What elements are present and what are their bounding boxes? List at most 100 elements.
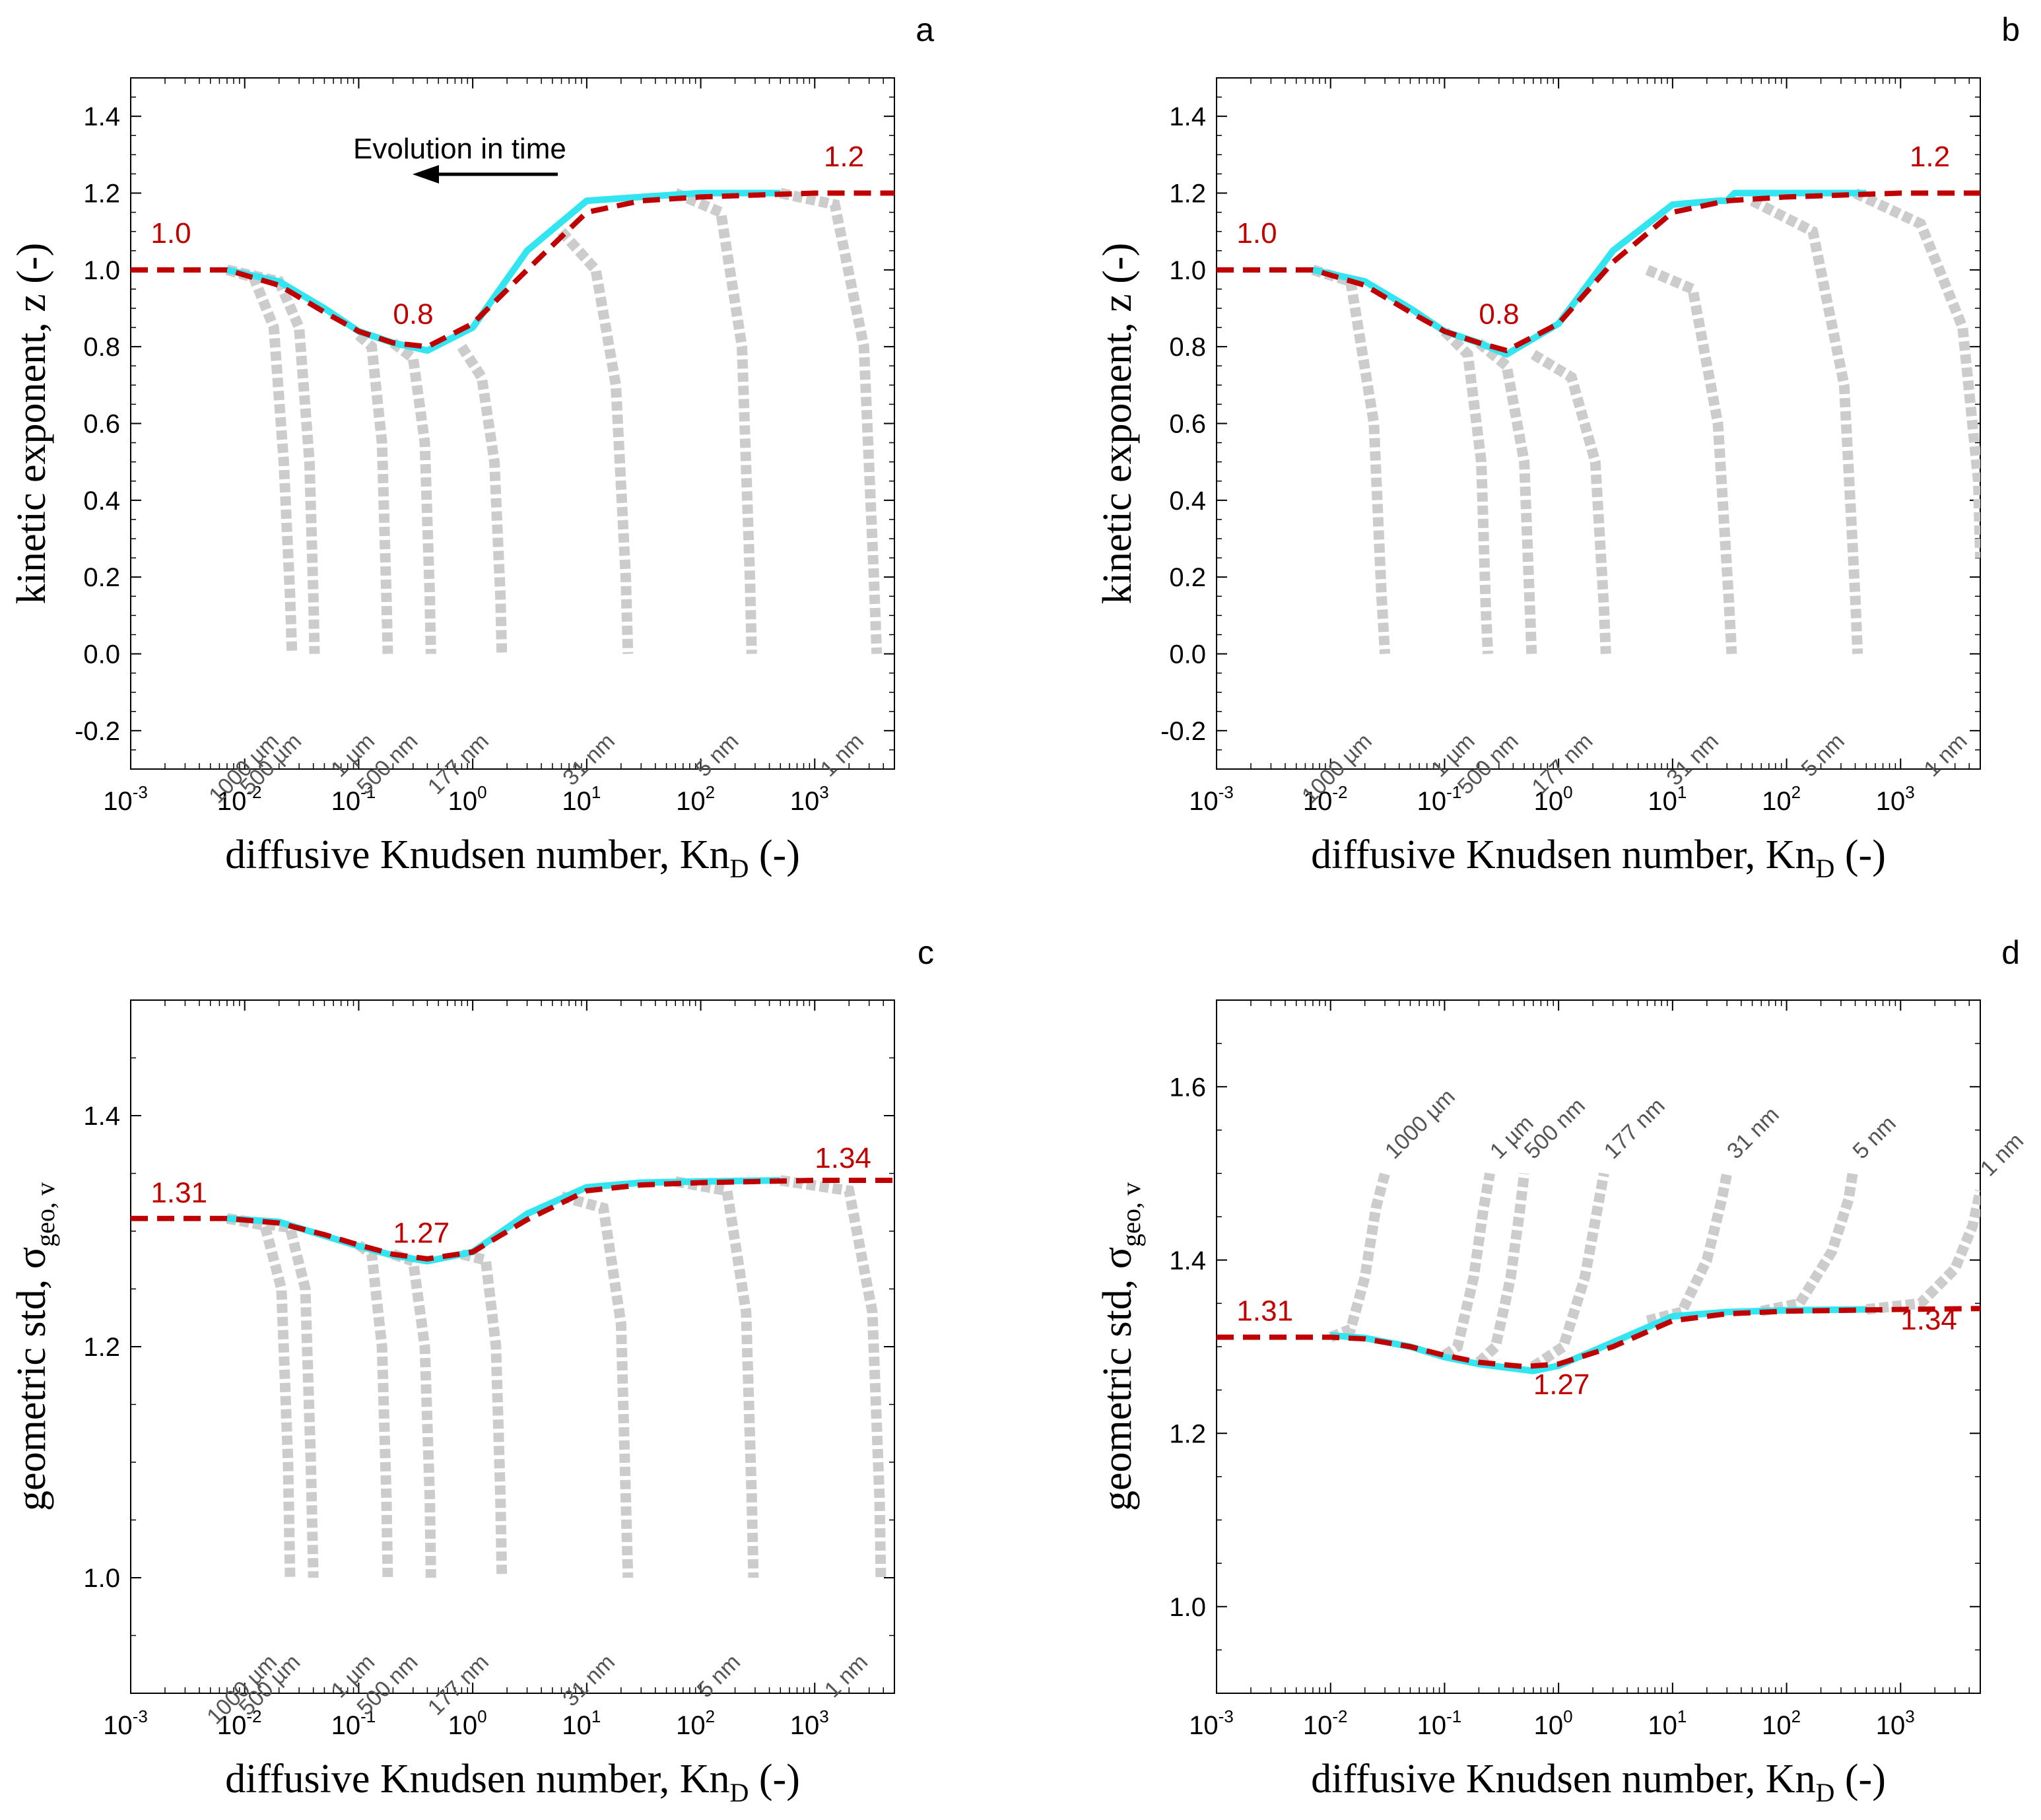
y-tick-label: 1.4	[1169, 1246, 1206, 1275]
plot-frame	[130, 77, 895, 770]
size-label: 31 nm	[1722, 1102, 1784, 1164]
panel-letter: b	[2001, 11, 2020, 48]
size-curve-2	[1475, 339, 1537, 654]
y-tick-label: 0.2	[83, 563, 120, 592]
panel-b: 10-3 10-2 10-1 100 101 102 103 -0.2 0.0 0.2 0.4 0.6…	[1095, 11, 2020, 883]
x-tick-label: 103	[1876, 1706, 1915, 1740]
panel-letter: c	[918, 934, 934, 971]
y-tick-label: 0.2	[1169, 563, 1206, 592]
y-tick-label: 0.8	[1169, 333, 1206, 362]
x-tick-label: 100	[1534, 1706, 1573, 1740]
value-label: 1.27	[393, 1217, 450, 1250]
value-label: 1.0	[1236, 217, 1277, 250]
plot-area	[131, 1175, 894, 1578]
size-curve-5	[560, 1191, 634, 1578]
y-tick-label: 1.2	[83, 1333, 120, 1362]
x-tick-label: 10-2	[217, 782, 262, 816]
size-curve-4	[1646, 1172, 1733, 1326]
size-label: 5 nm	[1848, 1111, 1900, 1164]
value-label: 1.31	[1236, 1295, 1293, 1328]
x-tick-label: 101	[1648, 1706, 1687, 1740]
x-tick-label: 102	[1762, 782, 1801, 816]
value-label: 1.31	[151, 1176, 207, 1209]
size-label: 5 nm	[1797, 729, 1850, 782]
size-label: 177 nm	[1599, 1093, 1670, 1164]
size-curve-1	[1441, 1172, 1496, 1360]
reference-curve	[1217, 190, 1980, 353]
y-tick-label: 1.0	[83, 1564, 120, 1593]
y-tick-label: -0.2	[1160, 717, 1206, 746]
size-curve-0	[1311, 265, 1391, 654]
size-curve-5	[1749, 195, 1863, 654]
panel-a: 10-3 10-2 10-1 100 101 102 103 -0.2 0.0 0.2 0.4 0.6…	[9, 11, 934, 883]
size-curve-6	[1853, 188, 1980, 558]
x-tick-label: 10-1	[1417, 1706, 1462, 1740]
value-label: 1.34	[815, 1142, 871, 1174]
x-tick-label: 10-3	[1189, 782, 1234, 816]
y-tick-label: 1.2	[83, 180, 120, 209]
size-curve-5	[1760, 1172, 1858, 1317]
value-label: 0.8	[393, 298, 433, 330]
x-axis-title: diffusive Knudsen number, KnD (-)	[1311, 1757, 1886, 1807]
panel-d: 10-3 10-2 10-1 100 101 102 103 1.0 1.2 1.4 1.6 1000…	[1095, 934, 2028, 1807]
size-curve-0	[226, 1213, 296, 1578]
x-tick-label: 10-2	[1303, 782, 1348, 816]
y-tick-label: 0.4	[1169, 487, 1206, 516]
x-tick-label: 102	[676, 782, 715, 816]
size-curve-4	[1645, 265, 1737, 654]
x-tick-label: 100	[448, 782, 487, 816]
x-tick-label: 10-1	[331, 1706, 376, 1740]
model-curve	[226, 189, 781, 354]
x-tick-label: 10-2	[1303, 1706, 1348, 1740]
size-curve-1	[1440, 327, 1494, 654]
size-label: 1 nm	[816, 729, 869, 782]
size-curve-3	[389, 338, 436, 654]
size-label: 1 nm	[1976, 1128, 2028, 1181]
x-tick-label: 10-3	[1189, 1706, 1234, 1740]
size-curve-6	[674, 1176, 759, 1578]
size-label: 1000 µm	[1380, 1084, 1460, 1164]
x-tick-label: 101	[562, 1706, 601, 1740]
value-label: 1.27	[1533, 1368, 1590, 1401]
size-curve-4	[460, 1249, 508, 1578]
y-tick-label: 0.0	[1169, 640, 1206, 669]
size-curve-6	[673, 188, 757, 654]
size-curve-3	[391, 1249, 436, 1578]
plot-area	[131, 187, 894, 654]
x-tick-label: 100	[448, 1706, 487, 1740]
reference-curve	[1217, 1306, 1980, 1370]
y-tick-label: 1.6	[1169, 1073, 1206, 1102]
size-curve-3	[1530, 349, 1611, 654]
x-tick-label: 103	[1876, 782, 1915, 816]
x-tick-label: 101	[562, 782, 601, 816]
size-curve-2	[355, 331, 393, 654]
size-curve-7	[780, 1175, 887, 1578]
size-curve-6	[1865, 1190, 1980, 1315]
y-axis-title: geometric std, σgeo, v	[9, 1182, 60, 1511]
y-tick-label: 0.0	[83, 640, 120, 669]
y-tick-label: 0.8	[83, 333, 120, 362]
size-curve-7	[779, 187, 883, 654]
x-tick-label: 100	[1534, 782, 1573, 816]
time-arrow-head	[413, 165, 439, 184]
y-tick-label: 1.2	[1169, 1419, 1206, 1448]
y-tick-label: 1.0	[1169, 256, 1206, 285]
value-label: 1.2	[1910, 141, 1950, 173]
x-axis-title: diffusive Knudsen number, KnD (-)	[225, 832, 800, 883]
y-tick-label: 1.4	[1169, 102, 1206, 131]
size-label: 31 nm	[1661, 729, 1723, 791]
y-axis-title: kinetic exponent, z (-)	[9, 243, 54, 604]
size-label: 1 nm	[820, 1650, 873, 1702]
plot-frame	[130, 999, 895, 1694]
x-tick-label: 102	[1762, 1706, 1801, 1740]
y-tick-label: 1.4	[83, 1102, 120, 1131]
size-curve-5	[557, 228, 634, 654]
x-axis-title: diffusive Knudsen number, KnD (-)	[1311, 832, 1886, 883]
y-tick-label: 1.4	[83, 102, 120, 131]
value-label: 0.8	[1479, 298, 1519, 330]
x-tick-label: 102	[676, 1706, 715, 1740]
y-tick-label: -0.2	[75, 717, 120, 746]
model-curve	[1312, 189, 1867, 358]
size-curve-4	[457, 343, 508, 654]
